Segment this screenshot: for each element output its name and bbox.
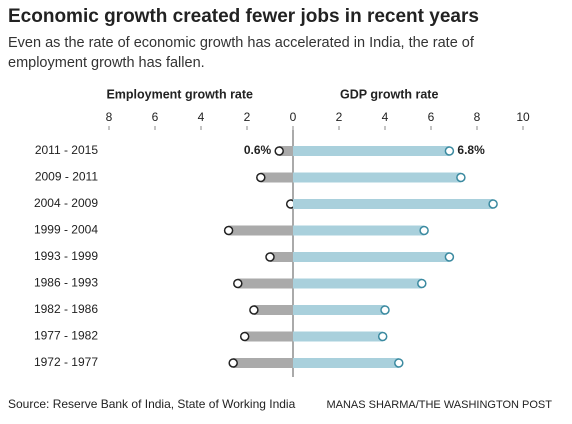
marker xyxy=(228,358,238,368)
x-tick-label: 10 xyxy=(516,110,530,124)
marker xyxy=(394,358,404,368)
bar xyxy=(293,146,450,156)
bar xyxy=(293,278,422,289)
marker xyxy=(377,331,388,342)
y-tick-label: 2009 - 2011 xyxy=(35,170,98,184)
value-label: 0.6% xyxy=(244,143,272,157)
y-tick-label: 1972 - 1977 xyxy=(34,355,98,369)
bar xyxy=(293,252,450,262)
marker xyxy=(444,252,455,262)
y-tick-label: 1999 - 2004 xyxy=(34,223,98,237)
x-tick-label: 2 xyxy=(336,110,343,124)
x-tick-label: 6 xyxy=(428,110,435,124)
credit: MANAS SHARMA/THE WASHINGTON POST xyxy=(326,399,552,411)
bar xyxy=(279,146,293,156)
bar xyxy=(260,172,293,183)
marker xyxy=(223,225,234,236)
bar xyxy=(270,252,293,262)
x-tick-label: 8 xyxy=(474,110,481,124)
bar xyxy=(293,331,383,342)
y-tick-label: 1977 - 1982 xyxy=(34,329,98,343)
bar xyxy=(244,331,293,342)
bar xyxy=(293,199,494,209)
y-tick-label: 2004 - 2009 xyxy=(34,196,98,210)
y-tick-label: 1986 - 1993 xyxy=(34,276,98,290)
bar xyxy=(293,305,385,315)
y-tick-label: 1982 - 1986 xyxy=(34,302,98,316)
marker xyxy=(417,278,427,289)
x-tick-label: 0 xyxy=(290,110,297,124)
marker xyxy=(274,146,284,156)
source: Source: Reserve Bank of India, State of … xyxy=(8,397,296,411)
marker xyxy=(233,278,243,289)
marker xyxy=(239,331,250,342)
panel-header: Employment growth rate xyxy=(106,87,253,101)
subtitle: employment growth has fallen. xyxy=(8,55,205,71)
subtitle: Even as the rate of economic growth has … xyxy=(8,35,475,51)
chart-title: Economic growth created fewer jobs in re… xyxy=(8,6,479,27)
bar xyxy=(233,358,293,368)
bar xyxy=(253,305,293,315)
bar xyxy=(293,225,425,236)
bar xyxy=(237,278,293,289)
bar xyxy=(293,358,399,368)
marker xyxy=(444,146,455,156)
x-tick-label: 8 xyxy=(106,110,113,124)
panel-header: GDP growth rate xyxy=(340,87,438,101)
marker xyxy=(265,252,275,262)
marker xyxy=(488,199,498,209)
value-label: 6.8% xyxy=(457,143,485,157)
y-tick-label: 1993 - 1999 xyxy=(34,249,98,263)
bar xyxy=(293,172,461,183)
marker xyxy=(249,305,259,315)
bar xyxy=(228,225,293,236)
x-tick-label: 4 xyxy=(382,110,389,124)
marker xyxy=(419,225,429,236)
marker xyxy=(256,172,266,183)
x-tick-label: 2 xyxy=(244,110,251,124)
y-tick-label: 2011 - 2015 xyxy=(35,143,98,157)
x-tick-label: 6 xyxy=(152,110,159,124)
marker xyxy=(456,172,466,183)
marker xyxy=(380,305,390,315)
x-tick-label: 4 xyxy=(198,110,205,124)
